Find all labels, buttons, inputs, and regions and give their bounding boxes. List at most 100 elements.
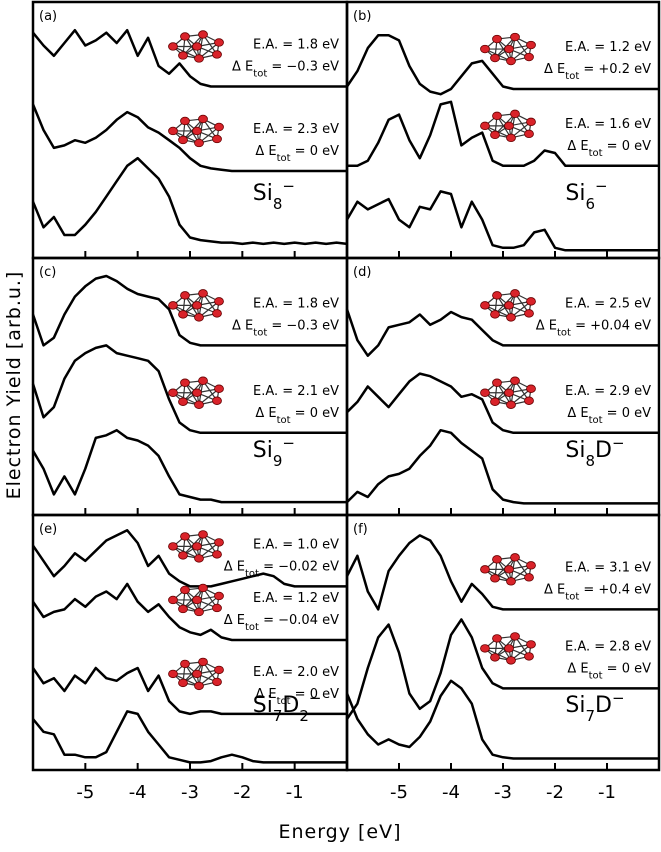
energy-difference-part: tot (589, 147, 603, 158)
cluster-atom (491, 54, 500, 62)
energy-difference-part: Δ E (255, 406, 276, 421)
cluster-atom (181, 117, 190, 125)
cluster-atom (481, 122, 490, 130)
species-part: Si (565, 693, 585, 718)
cluster-atom (181, 586, 190, 594)
energy-difference-part: Δ E (544, 582, 565, 597)
electron-affinity: E.A. = 1.8 eV (253, 37, 339, 52)
energy-difference-part: = 0 eV (291, 144, 340, 159)
species-part: 7 (273, 707, 283, 725)
species-part: − (612, 689, 625, 707)
cluster-atom (505, 302, 514, 310)
cluster-atom (527, 298, 536, 306)
electron-affinity: E.A. = 3.1 eV (565, 560, 651, 575)
energy-difference-part: Δ E (255, 144, 276, 159)
cluster-atom (179, 679, 188, 687)
electron-affinity: E.A. = 2.5 eV (565, 296, 651, 311)
cluster-atom (491, 575, 500, 583)
cluster-icon (481, 554, 536, 586)
cluster-atom (491, 398, 500, 406)
cluster-atom (493, 556, 502, 564)
energy-difference-part: tot (245, 568, 259, 579)
page: Energy [eV] Electron Yield [arb.u.] E.A.… (0, 0, 661, 852)
species-part: 8 (273, 195, 283, 213)
cluster-atom (213, 604, 222, 612)
energy-difference-part: Δ E (567, 661, 588, 676)
energy-difference: Δ Etot = 0 eV (255, 144, 339, 164)
cluster-atom (215, 539, 224, 547)
energy-difference: Δ Etot = 0 eV (567, 661, 651, 681)
cluster-atom (193, 670, 202, 678)
cluster-atom (527, 41, 536, 49)
cluster-atom (493, 112, 502, 120)
energy-difference-part: tot (589, 670, 603, 681)
cluster-atom (507, 401, 516, 409)
cluster-atom (179, 552, 188, 560)
cluster-atom (481, 45, 490, 53)
cluster-atom (181, 379, 190, 387)
energy-difference-part: = +0.4 eV (579, 582, 651, 597)
cluster-atom (179, 311, 188, 319)
energy-difference-part: tot (253, 68, 267, 79)
species-label: Si7D− (565, 689, 624, 725)
species-label: Si8D− (565, 434, 624, 470)
energy-difference-part: Δ E (536, 318, 557, 333)
cluster-atom (169, 543, 178, 551)
cluster-atom (213, 397, 222, 405)
cluster-atom (193, 43, 202, 51)
cluster-icon (169, 584, 224, 616)
species-part: − (595, 177, 608, 195)
cluster-atom (181, 292, 190, 300)
x-tick-label: -5 (76, 782, 94, 803)
cluster-atom (511, 290, 520, 298)
cluster-atom (169, 43, 178, 51)
x-tick-label: -5 (390, 782, 408, 803)
spectrum-line (347, 191, 659, 250)
species-part: − (282, 177, 295, 195)
species-part: Si (565, 181, 585, 206)
cluster-atom (525, 397, 534, 405)
cluster-atom (525, 53, 534, 61)
energy-difference: Δ Etot = +0.04 eV (536, 318, 651, 338)
cluster-atom (507, 314, 516, 322)
species-label: Si6− (565, 177, 607, 213)
energy-difference-part: Δ E (224, 613, 245, 628)
cluster-atom (181, 660, 190, 668)
energy-difference: Δ Etot = −0.04 eV (224, 613, 339, 633)
cluster-atom (505, 122, 514, 130)
energy-difference: Δ Etot = −0.3 eV (232, 59, 339, 79)
cluster-atom (195, 555, 204, 563)
cluster-atom (193, 596, 202, 604)
species-label: Si9− (253, 434, 295, 470)
cluster-atom (213, 551, 222, 559)
energy-difference-part: Δ E (567, 139, 588, 154)
energy-difference-part: = 0 eV (603, 139, 652, 154)
x-tick-label: -1 (286, 782, 304, 803)
electron-affinity: E.A. = 2.0 eV (253, 665, 339, 680)
electron-affinity: E.A. = 2.8 eV (565, 639, 651, 654)
spectrum-line (33, 430, 347, 502)
species-part: Si (253, 181, 273, 206)
cluster-atom (215, 298, 224, 306)
cluster-atom (525, 130, 534, 138)
cluster-icon (169, 658, 224, 690)
electron-affinity: E.A. = 2.9 eV (565, 384, 651, 399)
energy-difference: Δ Etot = −0.02 eV (224, 559, 339, 579)
cluster-atom (213, 678, 222, 686)
energy-difference-part: tot (589, 414, 603, 425)
cluster-icon (481, 633, 536, 665)
cluster-atom (491, 311, 500, 319)
cluster-icon (481, 290, 536, 322)
cluster-atom (481, 566, 490, 574)
cluster-icon (169, 31, 224, 63)
energy-difference-part: = +0.04 eV (571, 318, 651, 333)
cluster-atom (527, 385, 536, 393)
cluster-atom (511, 110, 520, 118)
cluster-atom (507, 57, 516, 65)
panel-frame (33, 515, 347, 770)
panel-label: (a) (39, 9, 57, 24)
cluster-atom (525, 574, 534, 582)
x-tick-label: -4 (442, 782, 460, 803)
cluster-atom (215, 385, 224, 393)
energy-difference-part: tot (557, 327, 571, 338)
